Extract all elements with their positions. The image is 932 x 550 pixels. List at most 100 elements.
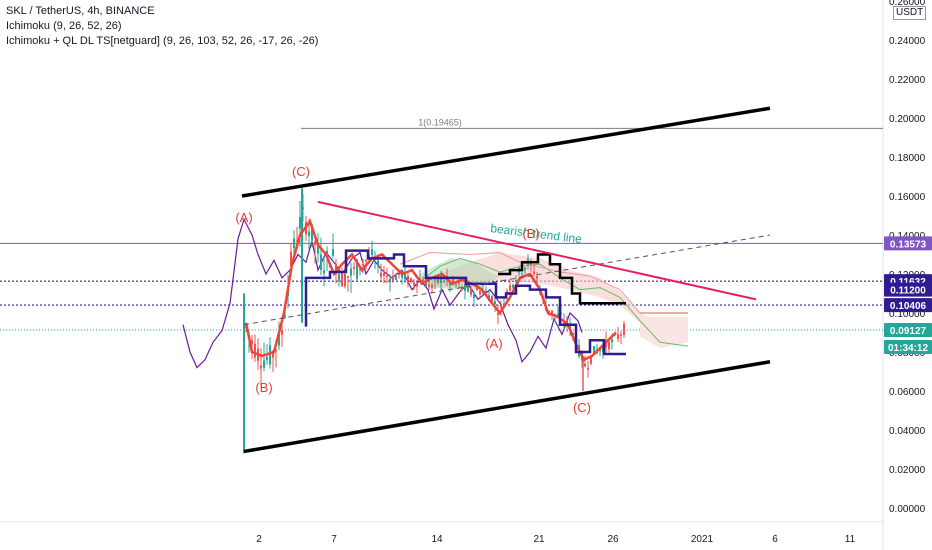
candle-body (272, 352, 274, 358)
candle-body (254, 343, 256, 358)
candle-body (533, 271, 535, 274)
candle-body (461, 286, 463, 290)
price-label-text: 01:34:12 (888, 343, 928, 354)
candle-body (407, 275, 409, 284)
lagging-span-line (182, 217, 583, 369)
wave-label: (A) (235, 210, 252, 225)
candle-body (437, 278, 439, 283)
candle-body (344, 273, 346, 287)
candle-body (515, 279, 517, 283)
price-label: 0.13573 (884, 236, 932, 251)
wave-label: (B) (255, 380, 272, 395)
candle-body (566, 319, 568, 325)
x-tick-label: 11 (845, 534, 856, 545)
step-line (498, 253, 626, 305)
candle-body (473, 294, 475, 298)
candle-body (623, 323, 625, 335)
candle-body (365, 260, 367, 262)
candle-body (587, 367, 589, 370)
candle-body (536, 276, 538, 279)
y-tick-label: 0.22000 (889, 75, 926, 86)
price-label-text: 0.11200 (890, 286, 926, 297)
candle-body (269, 345, 271, 365)
x-tick-label: 2021 (691, 534, 714, 545)
candle-body (275, 350, 277, 352)
candle-body (557, 313, 559, 317)
candle-body (452, 278, 454, 283)
candle-body (479, 290, 481, 295)
candle-body (611, 339, 613, 343)
candle-body (347, 276, 349, 278)
y-tick-label: 0.06000 (889, 387, 926, 398)
x-tick-label: 7 (331, 534, 337, 545)
candle-body (509, 285, 511, 291)
candle-body (500, 305, 502, 308)
price-label: 01:34:12 (884, 340, 932, 355)
candle-body (458, 282, 460, 284)
indicator-ichimoku[interactable]: Ichimoku (9, 26, 52, 26) (6, 20, 122, 32)
x-tick-label: 6 (772, 534, 778, 545)
candle-body (392, 275, 394, 282)
x-tick-label: 21 (533, 534, 545, 545)
candle-body (620, 334, 622, 336)
currency-badge[interactable]: USDT (893, 6, 927, 20)
price-label-bg (884, 298, 932, 313)
candle-body (353, 266, 355, 269)
candle-body (281, 330, 283, 335)
y-tick-label: 0.00000 (889, 504, 926, 515)
price-label-bg (884, 282, 932, 297)
channel-midline (243, 234, 771, 326)
candle-body (332, 249, 334, 256)
candle-body (320, 254, 322, 271)
candle-body (440, 276, 442, 284)
bearish-trend-line (317, 200, 757, 301)
candle-body (356, 260, 358, 280)
candle-body (314, 241, 316, 246)
wave-label: (A) (485, 336, 502, 351)
candle-body (371, 249, 373, 255)
base-line (304, 249, 626, 356)
candle-body (521, 273, 523, 275)
price-label-text: 0.09127 (890, 326, 927, 337)
candle-body (299, 217, 301, 229)
candle-body (362, 263, 364, 265)
channel-upper (241, 106, 771, 198)
wave-label: (C) (573, 400, 591, 415)
candle-body (584, 363, 586, 367)
chart-legend: SKL / TetherUS, 4h, BINANCE Ichimoku (9,… (6, 4, 318, 49)
y-tick-label: 0.18000 (889, 153, 926, 164)
y-tick-label: 0.10000 (889, 309, 926, 320)
cloud-future (640, 316, 688, 349)
channel-lower (243, 360, 771, 454)
candle-body (404, 272, 406, 280)
y-tick-label: 0.26000 (889, 0, 926, 8)
candle-body (422, 279, 424, 283)
candle-body (551, 310, 553, 316)
fib-level-label: 1(0.19465) (418, 117, 462, 127)
y-tick-label: 0.02000 (889, 465, 926, 476)
candle-body (590, 356, 592, 364)
candle-body (284, 315, 286, 318)
candle-body (380, 272, 382, 278)
candle-body (512, 284, 514, 288)
price-label: 0.09127 (884, 323, 932, 338)
candle-body (326, 250, 328, 256)
candle-body (464, 284, 466, 291)
indicator-ichimoku-ql[interactable]: Ichimoku + QL DL TS[netguard] (9, 26, 10… (6, 35, 319, 47)
price-label: 0.10406 (884, 298, 932, 313)
symbol-title[interactable]: SKL / TetherUS, 4h, BINANCE (6, 5, 155, 17)
wave-label: (B) (522, 226, 539, 241)
senkou-b-line (419, 257, 689, 347)
candle-body (470, 288, 472, 295)
candle-body (323, 270, 325, 274)
candle-body (494, 301, 496, 305)
x-tick-label: 2 (256, 534, 262, 545)
senkou-a-line (399, 252, 641, 314)
candle-body (413, 282, 415, 286)
price-label-text: 0.13573 (890, 239, 927, 250)
price-label-bg (884, 340, 932, 355)
candle-body (434, 279, 436, 281)
candle-body (410, 278, 412, 282)
